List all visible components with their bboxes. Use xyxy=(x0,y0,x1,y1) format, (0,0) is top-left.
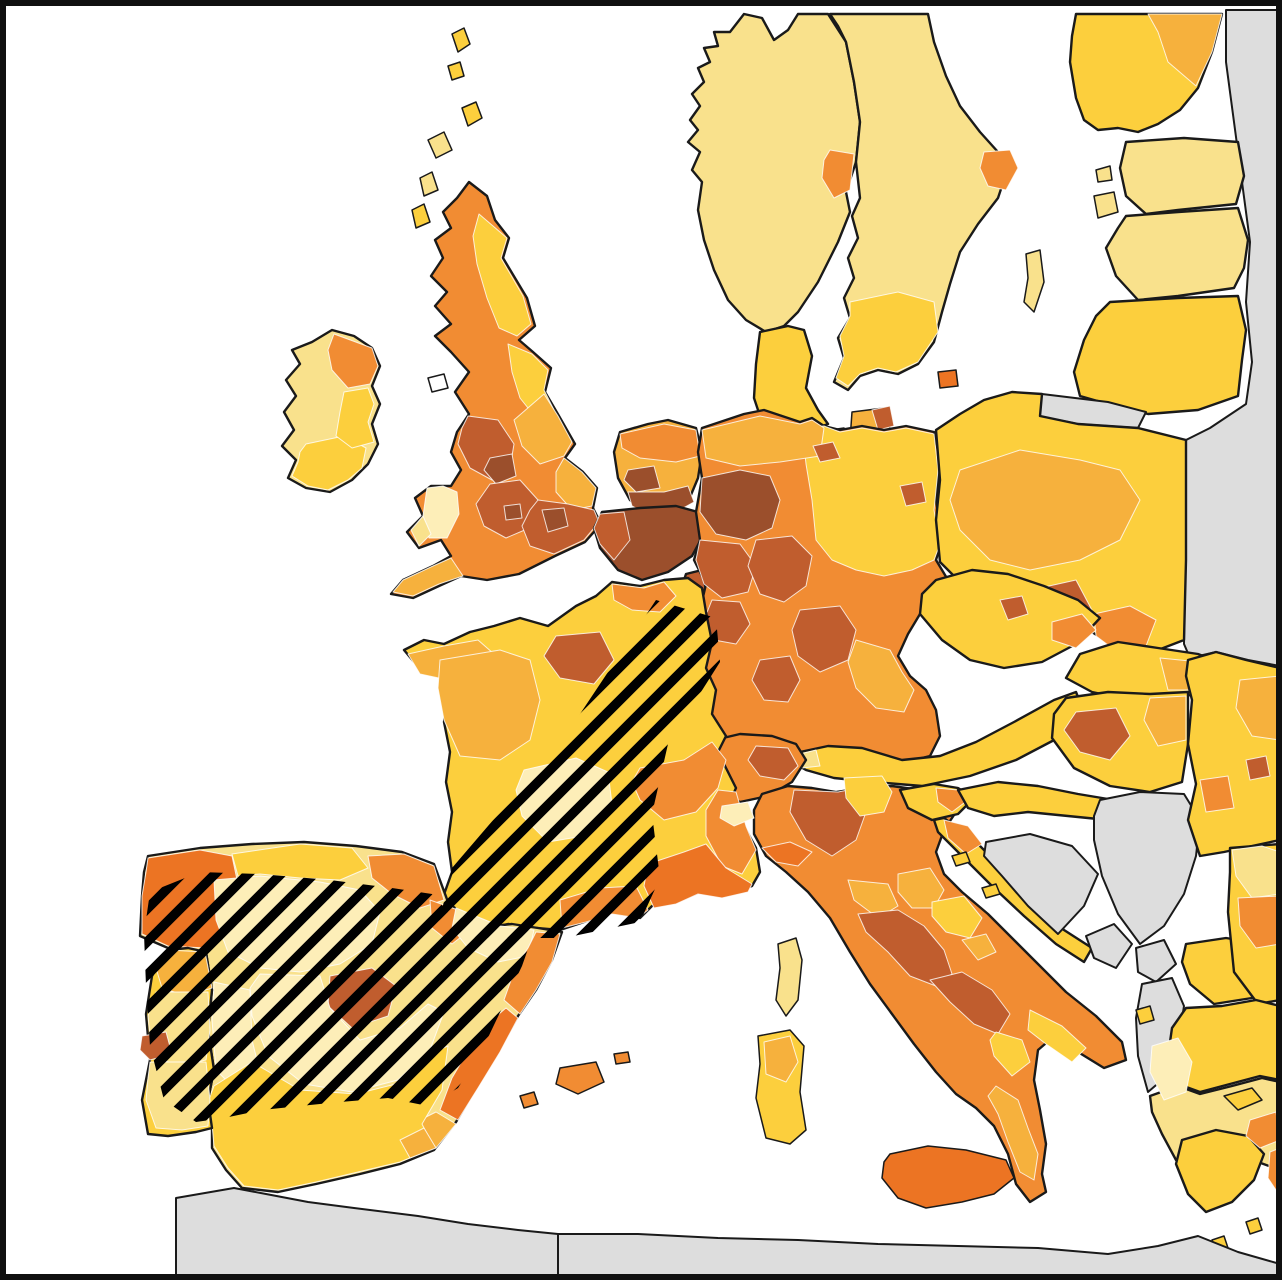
region-bornholm xyxy=(937,369,959,389)
region-copenhagen xyxy=(871,405,895,431)
region-sicily xyxy=(881,1145,1015,1209)
region-shetland xyxy=(451,27,471,53)
region-loire xyxy=(437,649,541,761)
region-moravia xyxy=(1051,613,1097,649)
hatch-overlay-france-band xyxy=(438,600,720,938)
region-isle-of-man xyxy=(427,373,449,393)
region-croatian-island-2 xyxy=(981,883,1001,899)
region-lewis xyxy=(427,131,453,159)
region-hiiumaa xyxy=(1095,165,1113,183)
region-lombardy xyxy=(789,787,867,857)
region-sardinia-north xyxy=(763,1035,799,1083)
region-hamburg xyxy=(812,441,841,463)
region-randstad xyxy=(623,465,661,493)
region-hebrides-north xyxy=(419,171,439,197)
region-wales-west xyxy=(410,515,432,547)
region-corfu xyxy=(1135,1005,1155,1025)
region-berlin xyxy=(899,481,927,507)
region-attica xyxy=(1245,1111,1281,1149)
region-provence xyxy=(643,843,753,909)
region-bucharest xyxy=(1245,755,1271,781)
region-east-hungary xyxy=(1143,695,1187,747)
region-scotland-northeast xyxy=(472,213,532,337)
region-transdanubia xyxy=(1063,707,1131,761)
region-wales xyxy=(422,485,460,539)
region-manchester xyxy=(483,453,517,485)
region-latvia xyxy=(1104,206,1250,302)
region-montenegro-nodata xyxy=(1085,923,1133,969)
region-peloponnese xyxy=(1174,1128,1266,1214)
region-serbia-nodata xyxy=(1093,791,1201,945)
region-mallorca xyxy=(555,1061,605,1095)
region-campania xyxy=(929,971,1011,1035)
region-ile-de-france xyxy=(543,631,615,685)
region-corsica xyxy=(775,937,803,1017)
region-hesse xyxy=(747,535,813,603)
region-croatian-island xyxy=(951,851,971,867)
region-ibiza xyxy=(519,1091,539,1109)
region-denmark-jutland xyxy=(752,324,830,436)
region-sweden xyxy=(828,12,1008,392)
region-kosovo-nodata xyxy=(1135,939,1177,983)
region-euboea xyxy=(1223,1087,1263,1111)
region-london xyxy=(541,507,569,533)
region-netherlands-north xyxy=(619,423,701,463)
region-southwest-england xyxy=(392,557,464,597)
region-gotland xyxy=(1023,249,1045,313)
region-basilicata xyxy=(989,1031,1031,1077)
region-franconia xyxy=(791,605,857,673)
region-epirus xyxy=(1149,1037,1193,1101)
region-trentino xyxy=(843,775,893,817)
region-aosta xyxy=(719,801,755,827)
region-calabria xyxy=(987,1085,1039,1181)
region-puglia-inner xyxy=(1027,1009,1087,1063)
region-east-bavaria xyxy=(847,639,915,713)
region-bulgaria-west xyxy=(1237,895,1281,949)
region-istria xyxy=(943,819,983,855)
region-bosnia-nodata xyxy=(983,833,1099,935)
region-birmingham xyxy=(503,503,523,521)
region-prague xyxy=(999,595,1029,621)
region-stuttgart xyxy=(751,655,801,703)
region-cyclades xyxy=(1245,1217,1263,1235)
region-northern-ireland xyxy=(327,333,379,389)
region-hebrides-south xyxy=(411,203,431,229)
region-oslo xyxy=(821,149,855,199)
region-shetland-south xyxy=(447,61,465,81)
region-zurich xyxy=(747,745,799,781)
region-stockholm xyxy=(979,149,1019,191)
region-nordrhein-westfalen xyxy=(699,469,781,541)
hatch-overlay-iberia xyxy=(144,872,534,1122)
region-north-finland xyxy=(1147,13,1223,87)
region-saaremaa xyxy=(1093,191,1119,219)
region-morocco-nodata xyxy=(175,1187,559,1280)
region-ireland-east xyxy=(335,387,375,449)
region-orkney xyxy=(461,101,483,127)
region-yorkshire xyxy=(513,393,573,465)
region-central-poland xyxy=(949,449,1141,571)
region-menorca xyxy=(613,1051,631,1065)
region-almeria xyxy=(399,1127,437,1159)
region-rhineland xyxy=(695,539,757,599)
region-molise xyxy=(961,933,997,961)
region-lower-saxony xyxy=(701,415,825,467)
region-estonia xyxy=(1118,136,1246,216)
region-romania-south xyxy=(1199,775,1235,813)
region-romania-east xyxy=(1235,675,1281,741)
region-south-sweden xyxy=(835,291,939,387)
region-belgium-west xyxy=(593,511,631,561)
region-lithuania xyxy=(1072,294,1248,416)
region-liguria xyxy=(761,841,813,867)
